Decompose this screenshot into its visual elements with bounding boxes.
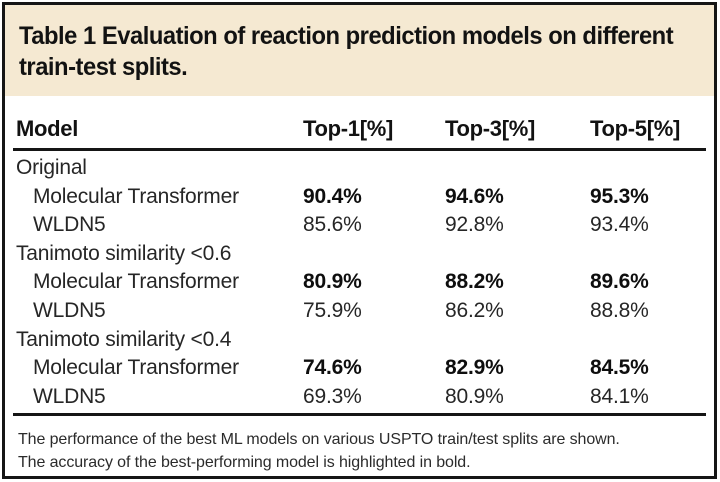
model-name: Molecular Transformer: [33, 270, 239, 294]
value-cell: 93.4%: [590, 213, 649, 237]
group-label: Tanimoto similarity <0.4: [16, 327, 232, 351]
best-value-cell: 88.2%: [445, 270, 504, 294]
value-cell: 88.8%: [590, 298, 649, 322]
model-name: Molecular Transformer: [33, 356, 239, 380]
table-body: Original Molecular Transformer 90.4% 94.6% 9…: [16, 154, 703, 411]
model-name: WLDN5: [33, 384, 106, 408]
model-data-row: Molecular Transformer 90.4% 94.6% 95.3%: [16, 183, 703, 212]
model-data-row: WLDN5 75.9% 86.2% 88.8%: [16, 297, 703, 326]
table-content: Model Top-1[%] Top-3[%] Top-5[%] Origina…: [5, 116, 714, 474]
best-value-cell: 90.4%: [303, 184, 362, 208]
best-value-cell: 80.9%: [303, 270, 362, 294]
model-data-row: Molecular Transformer 80.9% 88.2% 89.6%: [16, 268, 703, 297]
column-header-top5: Top-5[%]: [590, 116, 681, 141]
value-cell: 75.9%: [303, 298, 362, 322]
best-value-cell: 89.6%: [590, 270, 649, 294]
best-value-cell: 82.9%: [445, 356, 504, 380]
group-header-row: Tanimoto similarity <0.4: [16, 326, 703, 355]
header-divider-rule: [13, 148, 706, 151]
model-data-row: WLDN5 85.6% 92.8% 93.4%: [16, 211, 703, 240]
group-label: Tanimoto similarity <0.6: [16, 241, 232, 265]
column-header-row: Model Top-1[%] Top-3[%] Top-5[%]: [16, 116, 703, 141]
value-cell: 69.3%: [303, 384, 362, 408]
footnote-line2: The accuracy of the best-performing mode…: [18, 454, 471, 472]
value-cell: 80.9%: [445, 384, 504, 408]
group-header-row: Original: [16, 154, 703, 183]
column-header-model: Model: [16, 116, 79, 141]
best-value-cell: 94.6%: [445, 184, 504, 208]
table-title-line1: Table 1 Evaluation of reaction predictio…: [19, 22, 674, 50]
value-cell: 92.8%: [445, 213, 504, 237]
model-name: Molecular Transformer: [33, 184, 239, 208]
footnote-divider-rule: [13, 413, 706, 417]
model-data-row: WLDN5 69.3% 80.9% 84.1%: [16, 383, 703, 412]
group-header-row: Tanimoto similarity <0.6: [16, 240, 703, 269]
value-cell: 86.2%: [445, 298, 504, 322]
column-header-top3: Top-3[%]: [445, 116, 536, 141]
value-cell: 85.6%: [303, 213, 362, 237]
table-title-band: Table 1 Evaluation of reaction predictio…: [5, 5, 714, 96]
best-value-cell: 95.3%: [590, 184, 649, 208]
value-cell: 84.1%: [590, 384, 649, 408]
model-data-row: Molecular Transformer 74.6% 82.9% 84.5%: [16, 354, 703, 383]
group-label: Original: [16, 156, 87, 179]
column-header-top1: Top-1[%]: [303, 116, 394, 141]
best-value-cell: 84.5%: [590, 356, 649, 380]
footnote-line1: The performance of the best ML models on…: [18, 431, 620, 449]
model-name: WLDN5: [33, 298, 106, 322]
table-title-line2: train-test splits.: [19, 53, 188, 81]
model-name: WLDN5: [33, 213, 106, 237]
table-footnote: The performance of the best ML models on…: [16, 428, 703, 474]
best-value-cell: 74.6%: [303, 356, 362, 380]
